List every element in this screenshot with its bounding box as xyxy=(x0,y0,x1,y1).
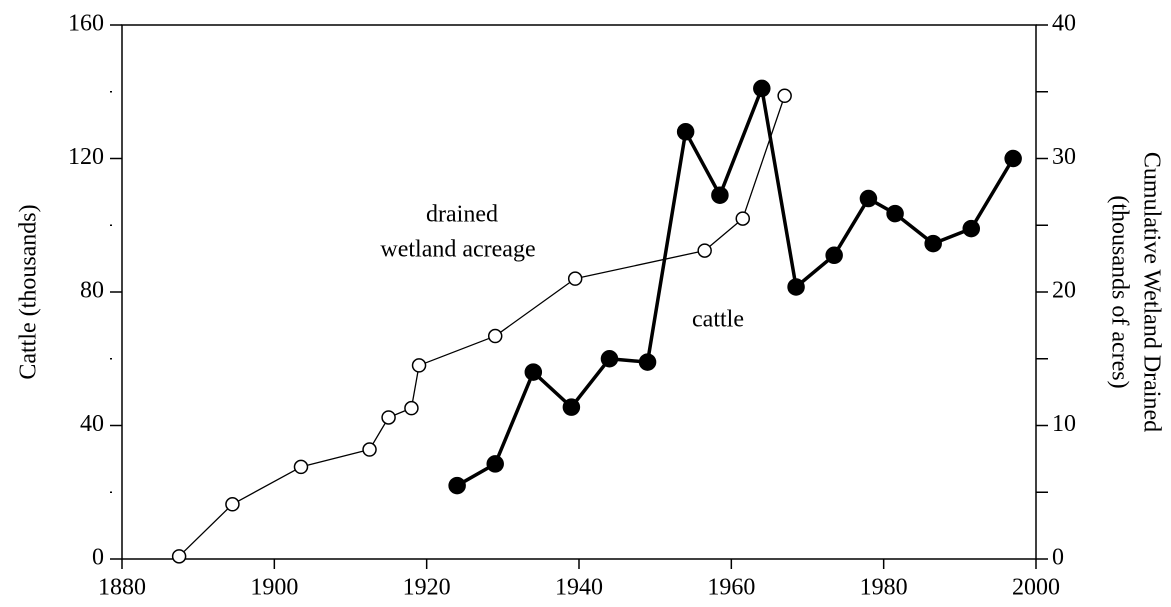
annotation: cattle xyxy=(692,307,744,333)
marker xyxy=(697,243,712,258)
y-tick-label: 120 xyxy=(68,144,104,170)
marker xyxy=(711,186,729,204)
marker xyxy=(600,350,619,368)
marker xyxy=(567,271,583,286)
y-axis-label: Cattle (thousands) xyxy=(16,204,42,379)
marker xyxy=(825,246,843,265)
marker xyxy=(562,398,581,416)
marker xyxy=(924,234,942,253)
y-tick-label: 160 xyxy=(68,11,104,37)
y2-axis-label: Cumulative Wetland Drained xyxy=(1138,152,1164,432)
x-tick-label: 1920 xyxy=(403,575,451,601)
marker xyxy=(886,204,904,223)
marker xyxy=(638,353,657,371)
y2-tick-label: 30 xyxy=(1052,144,1076,170)
annotation: wetland acreage xyxy=(380,237,535,263)
marker xyxy=(787,278,805,296)
plot-frame xyxy=(121,24,1037,560)
series-line xyxy=(456,86,1015,488)
marker xyxy=(753,79,771,98)
annotation: drained xyxy=(426,202,498,228)
x-tick-label: 1880 xyxy=(98,575,146,601)
marker xyxy=(777,88,792,104)
series-line xyxy=(178,95,786,557)
y2-tick-label: 40 xyxy=(1052,11,1076,37)
y-tick-label: 0 xyxy=(92,545,104,571)
marker xyxy=(362,442,377,457)
marker xyxy=(676,123,695,141)
x-tick-label: 1960 xyxy=(707,575,755,601)
y2-tick-label: 10 xyxy=(1052,411,1076,437)
x-tick-label: 1900 xyxy=(250,575,298,601)
marker xyxy=(486,455,504,473)
marker xyxy=(404,400,419,416)
y2-axis-label: (thousands of acres) xyxy=(1106,195,1132,388)
x-tick-label: 1980 xyxy=(860,575,908,601)
y2-tick-label: 0 xyxy=(1052,545,1064,571)
marker xyxy=(962,219,981,238)
x-tick-label: 2000 xyxy=(1012,575,1060,601)
marker xyxy=(1004,149,1022,168)
y2-tick-label: 20 xyxy=(1052,278,1076,304)
marker xyxy=(293,459,309,475)
marker xyxy=(171,549,187,564)
marker xyxy=(381,410,396,425)
marker xyxy=(411,358,427,373)
y-tick-label: 40 xyxy=(80,411,104,437)
marker xyxy=(448,476,466,495)
marker xyxy=(524,363,543,381)
marker xyxy=(735,211,751,226)
x-tick-label: 1940 xyxy=(555,575,603,601)
marker xyxy=(859,189,878,208)
marker xyxy=(225,497,240,512)
marker xyxy=(487,328,503,344)
y-tick-label: 80 xyxy=(80,278,104,304)
